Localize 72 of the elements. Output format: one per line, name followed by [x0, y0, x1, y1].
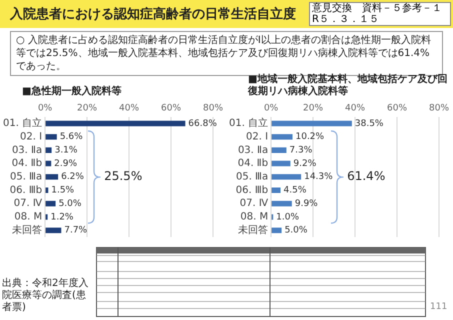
chart-title: ■地域一般入院基本料、地域包括ケア及び回復期リハ病棟入院料等 [246, 72, 448, 98]
y-tick-label: 01. 自立 [228, 117, 268, 130]
data-label: 3.1% [54, 146, 78, 156]
y-tick-label: 08. M [14, 212, 42, 223]
data-label: 9.9% [294, 198, 318, 209]
annotation: 25.5% [104, 168, 142, 183]
x-tick-label: 80% [428, 104, 450, 114]
chart-title: ■急性期一般入院料等 [21, 84, 122, 98]
bar [272, 200, 292, 206]
bar [46, 200, 56, 206]
data-label: 2.9% [54, 158, 78, 169]
y-tick-label: 未回答 [238, 224, 268, 236]
y-tick-label: 06. Ⅲb [236, 184, 268, 196]
x-tick-label: 20% [303, 104, 324, 114]
y-tick-label: 05. Ⅲa [10, 171, 42, 182]
bar [272, 134, 292, 140]
x-tick-label: 0% [38, 104, 53, 114]
data-label: 10.2% [295, 132, 325, 142]
y-tick-label: 08. M [240, 212, 268, 223]
data-label: 1.5% [51, 186, 75, 196]
y-tick-label: 01. 自立 [2, 117, 42, 130]
data-label: 1.2% [50, 212, 74, 222]
bar [46, 228, 62, 234]
bar [272, 174, 302, 180]
x-tick-label: 60% [161, 104, 182, 114]
y-tick-label: 03. Ⅱa [238, 144, 268, 156]
x-tick-label: 80% [202, 104, 224, 114]
bar [46, 147, 52, 153]
bar [272, 120, 352, 126]
text: 111 [430, 302, 448, 312]
y-tick-label: 04. Ⅱb [238, 158, 268, 170]
y-tick-label: 02. Ⅰ [246, 131, 268, 142]
y-tick-label: 06. Ⅲb [10, 184, 42, 196]
data-label: 4.5% [284, 186, 307, 196]
y-tick-label: 05. Ⅲa [236, 171, 268, 182]
data-label: 9.2% [293, 158, 317, 169]
bar [46, 174, 58, 180]
text: R５．３．１５ [312, 14, 380, 25]
bar [272, 228, 282, 234]
data-label: 14.3% [304, 172, 334, 182]
data-label: 1.0% [276, 212, 300, 222]
data-label: 5.0% [284, 226, 308, 236]
bar [46, 134, 57, 140]
bar [272, 147, 286, 153]
y-tick-label: 04. Ⅱb [12, 158, 42, 170]
x-tick-label: 40% [345, 104, 366, 114]
y-tick-label: 07. Ⅳ [14, 198, 43, 210]
data-label: 5.0% [58, 198, 82, 209]
bar [46, 120, 186, 126]
data-label: 6.2% [61, 172, 84, 182]
y-tick-label: 02. Ⅰ [20, 131, 42, 142]
text: 意見交換 資料－５参考－１ [312, 3, 443, 14]
bar [272, 160, 290, 166]
data-label: 7.7% [64, 226, 88, 236]
annotation: 61.4% [347, 168, 386, 183]
bar [272, 188, 281, 194]
data-label: 5.6% [60, 132, 84, 142]
y-tick-label: 未回答 [12, 224, 42, 236]
y-tick-label: 03. Ⅱa [12, 144, 42, 156]
x-tick-label: 0% [264, 104, 279, 114]
data-label: 66.8% [188, 118, 218, 129]
bar [46, 188, 48, 194]
x-tick-label: 20% [77, 104, 98, 114]
y-tick-label: 07. Ⅳ [240, 198, 269, 210]
bar [46, 160, 52, 166]
source-note: 出典：令和2年度入院医療等の調査(患者票) [2, 278, 90, 314]
x-tick-label: 60% [387, 104, 408, 114]
text: 入院患者における認知症高齢者の日常生活自立度 [8, 6, 297, 23]
data-label: 7.3% [289, 146, 313, 156]
data-label: 38.5% [354, 118, 384, 129]
text: ○ 入院患者に占める認知症高齢者の日常生活自立度がⅠ以上の患者の割合は急性期一般入院料等では25.5%、地域一般入院基本料、地域包括ケア及び回復期リハ病棟入院料等では61.4%であった。 [16, 35, 431, 72]
x-tick-label: 40% [119, 104, 140, 114]
